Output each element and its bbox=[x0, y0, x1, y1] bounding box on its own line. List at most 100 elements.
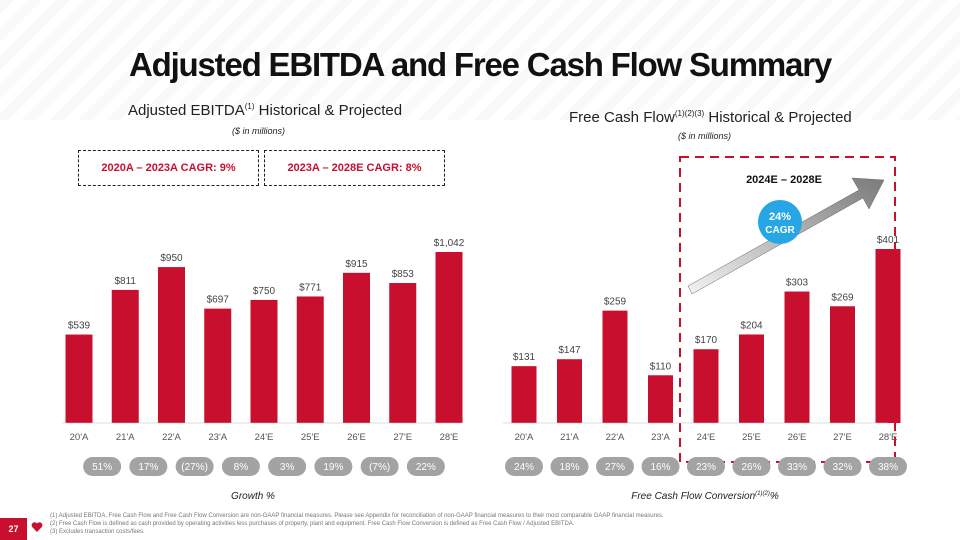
conversion-pill bbox=[778, 457, 816, 476]
fcf-category-label: 25'E bbox=[742, 432, 761, 443]
conversion-label: Free Cash Flow Conversion(1)(2)% bbox=[631, 491, 779, 502]
ebitda-subtitle: Adjusted EBITDA(1) Historical & Projecte… bbox=[128, 102, 402, 119]
page-number: 27 bbox=[0, 518, 27, 540]
fcf-bar bbox=[557, 359, 582, 423]
conversion-pill-label: 26% bbox=[741, 462, 761, 473]
conversion-pill-label: 24% bbox=[514, 462, 534, 473]
growth-pill bbox=[83, 457, 122, 476]
growth-pill-label: (27%) bbox=[181, 462, 208, 473]
conversion-pill-label: 32% bbox=[832, 462, 852, 473]
fcf-category-label: 28'E bbox=[879, 432, 898, 443]
period-label: 2024E – 2028E bbox=[746, 174, 822, 186]
footnote-1: (1) Adjusted EBITDA, Free Cash Flow and … bbox=[50, 513, 664, 519]
conversion-label-rest: % bbox=[770, 491, 779, 502]
fcf-bar bbox=[511, 366, 537, 423]
fcf-units: ($ in millions) bbox=[678, 131, 732, 141]
ebitda-category-label: 21'A bbox=[116, 432, 135, 443]
fcf-bar bbox=[693, 349, 719, 423]
ebitda-category-label: 27'E bbox=[393, 432, 412, 443]
footnote-3: (3) Excludes transaction costs/fees. bbox=[50, 529, 145, 535]
conversion-pill-label: 38% bbox=[878, 462, 898, 473]
cagr-box-2020-2023: 2020A – 2023A CAGR: 9% bbox=[78, 150, 259, 186]
ebitda-value-label: $539 bbox=[68, 321, 91, 332]
conversion-pills: 24% 18% 27% 16% 23% 26% 33% 32% 38% bbox=[505, 457, 907, 476]
growth-pill-label: 51% bbox=[92, 462, 112, 473]
conversion-pill-label: 16% bbox=[650, 462, 670, 473]
ebitda-bar bbox=[296, 296, 324, 423]
fcf-category-label: 26'E bbox=[788, 432, 807, 443]
conversion-pill bbox=[505, 457, 543, 476]
fcf-value-label: $147 bbox=[558, 345, 581, 356]
ebitda-bars: $539 20'A $811 21'A $950 22'A $697 23'A $750 24'E… bbox=[65, 238, 465, 443]
ebitda-category-label: 22'A bbox=[162, 432, 181, 443]
conversion-pill bbox=[550, 457, 589, 476]
growth-pill bbox=[221, 457, 260, 476]
cagr-word: CAGR bbox=[765, 225, 795, 236]
fcf-value-label: $131 bbox=[513, 352, 536, 363]
growth-pill-label: 8% bbox=[234, 462, 249, 473]
fcf-category-label: 24'E bbox=[697, 432, 716, 443]
ebitda-value-label: $811 bbox=[114, 276, 136, 287]
growth-pill-label: (7%) bbox=[369, 462, 390, 473]
growth-pill-label: 3% bbox=[280, 462, 295, 473]
growth-pills: 51% 17% (27%) 8% 3% 19% (7%) 22% bbox=[83, 457, 445, 476]
fcf-category-label: 27'E bbox=[833, 432, 852, 443]
iheart-logo-icon bbox=[31, 521, 43, 535]
conversion-pill bbox=[641, 457, 680, 476]
ebitda-category-label: 24'E bbox=[255, 432, 274, 443]
ebitda-value-label: $853 bbox=[392, 269, 415, 280]
fcf-subtitle-main: Free Cash Flow bbox=[569, 109, 675, 126]
conversion-pill-label: 23% bbox=[696, 462, 716, 473]
fcf-bar bbox=[602, 310, 628, 423]
fcf-bar bbox=[648, 375, 673, 423]
ebitda-category-label: 23'A bbox=[208, 432, 227, 443]
conversion-pill bbox=[823, 457, 862, 476]
growth-pill bbox=[360, 457, 399, 476]
ebitda-value-label: $771 bbox=[299, 282, 322, 293]
cagr-box-2023-2028: 2023A – 2028E CAGR: 8% bbox=[264, 150, 445, 186]
conversion-pill bbox=[869, 457, 907, 476]
growth-pill bbox=[406, 457, 445, 476]
conversion-label-sup: (1)(2) bbox=[755, 491, 770, 497]
conversion-pill-label: 18% bbox=[559, 462, 579, 473]
fcf-subtitle: Free Cash Flow(1)(2)(3) Historical & Pro… bbox=[569, 109, 852, 126]
heart-icon bbox=[31, 522, 43, 532]
ebitda-value-label: $750 bbox=[253, 286, 276, 297]
fcf-value-label: $401 bbox=[877, 235, 900, 246]
ebitda-bar bbox=[65, 334, 93, 423]
ebitda-subtitle-main: Adjusted EBITDA bbox=[128, 102, 245, 119]
fcf-category-label: 21'A bbox=[560, 432, 579, 443]
fcf-value-label: $204 bbox=[740, 320, 763, 331]
fcf-bars: $131 20'A $147 21'A $259 22'A $110 23'A $170 24'E… bbox=[511, 235, 901, 443]
ebitda-category-label: 20'A bbox=[70, 432, 89, 443]
fcf-value-label: $110 bbox=[650, 361, 672, 372]
ebitda-bar bbox=[250, 299, 278, 423]
conversion-pill bbox=[687, 457, 725, 476]
fcf-subtitle-sup: (1)(2)(3) bbox=[674, 109, 705, 118]
fcf-category-label: 22'A bbox=[606, 432, 625, 443]
conversion-label-main: Free Cash Flow Conversion bbox=[631, 491, 755, 502]
ebitda-subtitle-sup: (1) bbox=[244, 102, 255, 111]
fcf-subtitle-rest: Historical & Projected bbox=[704, 109, 852, 126]
growth-pill-label: 19% bbox=[323, 462, 343, 473]
conversion-pill-label: 33% bbox=[787, 462, 807, 473]
growth-pill bbox=[175, 457, 214, 476]
growth-pill-label: 17% bbox=[138, 462, 158, 473]
cagr-value: 24% bbox=[769, 211, 791, 223]
growth-pill bbox=[314, 457, 353, 476]
ebitda-units: ($ in millions) bbox=[232, 126, 286, 136]
ebitda-bar bbox=[158, 267, 185, 423]
fcf-bar bbox=[784, 291, 810, 423]
ebitda-value-label: $950 bbox=[160, 253, 183, 264]
footnote-2: (2) Free Cash Flow is defined as cash pr… bbox=[50, 521, 575, 527]
cagr-circle bbox=[758, 200, 802, 244]
fcf-category-label: 20'A bbox=[515, 432, 534, 443]
page-title: Adjusted EBITDA and Free Cash Flow Summa… bbox=[128, 46, 832, 83]
growth-pill bbox=[268, 457, 307, 476]
ebitda-value-label: $915 bbox=[345, 259, 368, 270]
fcf-category-label: 23'A bbox=[651, 432, 670, 443]
fcf-value-label: $303 bbox=[786, 278, 809, 289]
fcf-bar bbox=[739, 334, 764, 423]
ebitda-bar bbox=[111, 289, 139, 423]
